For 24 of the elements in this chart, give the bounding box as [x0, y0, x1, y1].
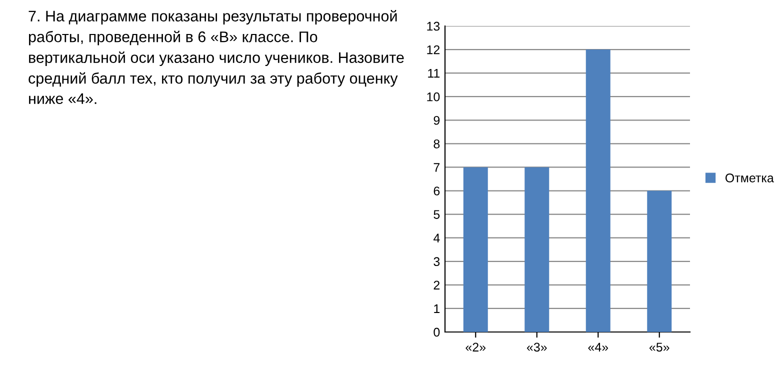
y-tick-label: 7	[434, 163, 440, 172]
x-tick-label: «5»	[649, 342, 670, 352]
bar	[647, 190, 672, 332]
bar	[524, 167, 550, 332]
x-tick-label: «2»	[466, 342, 486, 352]
y-tick-label: 13	[427, 22, 440, 31]
y-tick-label: 11	[428, 69, 440, 78]
x-tick-label: «3»	[526, 342, 547, 352]
y-tick-label: 10	[427, 92, 440, 102]
y-tick-label: 9	[434, 116, 440, 125]
y-tick-label: 12	[427, 45, 440, 54]
text: 7. На диаграмме показаны результаты проверочной работы, проведенной в 6 «В» классе. По вертикальной оси указано число учеников. Назовите средний балл тех, кто получил за эту работу оценку ниже «4».	[28, 10, 404, 104]
y-tick-label: 6	[434, 186, 440, 196]
y-tick-label: 1	[434, 304, 440, 313]
y-tick-label: 4	[433, 234, 440, 242]
x-tick-label: «4»	[588, 342, 608, 352]
bar	[586, 50, 610, 332]
y-tick-label: 0	[434, 328, 440, 337]
y-tick-label: 5	[434, 210, 440, 219]
legend-label: Отметка	[725, 174, 774, 182]
y-tick-label: 3	[434, 257, 440, 266]
bar	[463, 167, 488, 332]
y-tick-label: 8	[434, 139, 440, 148]
y-tick-label: 2	[434, 280, 440, 290]
